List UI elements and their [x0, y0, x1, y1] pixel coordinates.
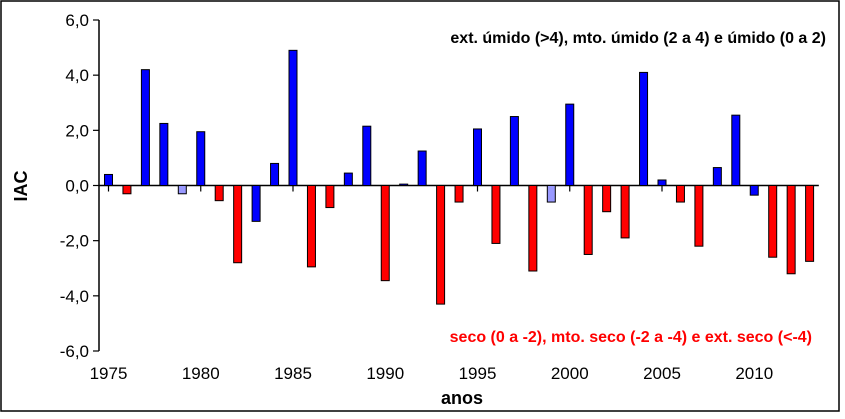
bar-2009: [731, 114, 741, 186]
y-tick-label: 4,0: [65, 66, 89, 85]
x-tick-label: 2010: [735, 364, 773, 383]
x-axis-title: anos: [441, 388, 483, 408]
bar-1995: [473, 128, 482, 186]
bar-1990: [380, 185, 390, 282]
bar-1993: [436, 185, 446, 305]
x-tick-label: 1985: [274, 364, 312, 383]
y-tick-label: -6,0: [60, 342, 89, 361]
y-tick-label: 2,0: [65, 121, 89, 140]
bar-1998: [528, 185, 538, 272]
bars: [104, 49, 815, 305]
bar-2013: [805, 185, 815, 262]
bar-1976: [122, 185, 132, 195]
bar-2001: [583, 185, 593, 255]
bar-1985: [288, 49, 298, 187]
bar-1983: [251, 185, 261, 222]
bar-1986: [306, 185, 316, 268]
bar-1991: [399, 183, 409, 187]
wet-legend-annotation: ext. úmido (>4), mto. úmido (2 a 4) e úm…: [450, 30, 826, 47]
bar-1989: [362, 125, 372, 186]
bar-2008: [712, 167, 722, 186]
bar-1994: [454, 185, 464, 203]
bar-2010: [749, 185, 759, 196]
y-tick-label: 0,0: [65, 177, 89, 196]
chart-frame: [0, 0, 840, 412]
x-tick-label: 2005: [643, 364, 681, 383]
bar-1992: [417, 150, 427, 186]
bar-1987: [325, 185, 335, 209]
bar-2006: [675, 185, 685, 203]
bar-1980: [196, 131, 206, 186]
bar-2004: [639, 71, 649, 186]
bar-1997: [509, 116, 519, 186]
bar-1988: [343, 172, 353, 186]
y-tick-label: 6,0: [65, 11, 89, 30]
bar-1982: [233, 185, 243, 264]
y-tick-label: -4,0: [60, 287, 89, 306]
y-axis-title: IAC: [11, 171, 31, 202]
bar-2007: [694, 185, 704, 247]
x-tick-label: 1995: [459, 364, 497, 383]
bar-2003: [620, 185, 630, 239]
x-tick-label: 1980: [182, 364, 220, 383]
x-tick-label: 1975: [90, 364, 128, 383]
bar-1984: [270, 162, 280, 186]
bar-2012: [786, 185, 796, 275]
y-axis: 6,0 4,0 2,0 0,0 -2,0 -4,0 -6,0: [60, 11, 100, 361]
bar-2002: [602, 185, 612, 213]
bar-2000: [565, 103, 575, 186]
bar-1979: [177, 185, 187, 195]
bar-1996: [491, 185, 501, 244]
bar-1975: [104, 173, 113, 186]
bar-1977: [140, 69, 150, 186]
bar-2011: [768, 185, 778, 258]
x-tick-label: 1990: [366, 364, 404, 383]
y-tick-label: -2,0: [60, 232, 89, 251]
bar-1978: [159, 122, 169, 186]
bar-1981: [214, 185, 224, 202]
bar-2005: [657, 179, 667, 187]
x-tick-label: 2000: [551, 364, 589, 383]
dry-legend-annotation: seco (0 a -2), mto. seco (-2 a -4) e ext…: [450, 329, 812, 346]
bar-1999: [546, 185, 556, 203]
